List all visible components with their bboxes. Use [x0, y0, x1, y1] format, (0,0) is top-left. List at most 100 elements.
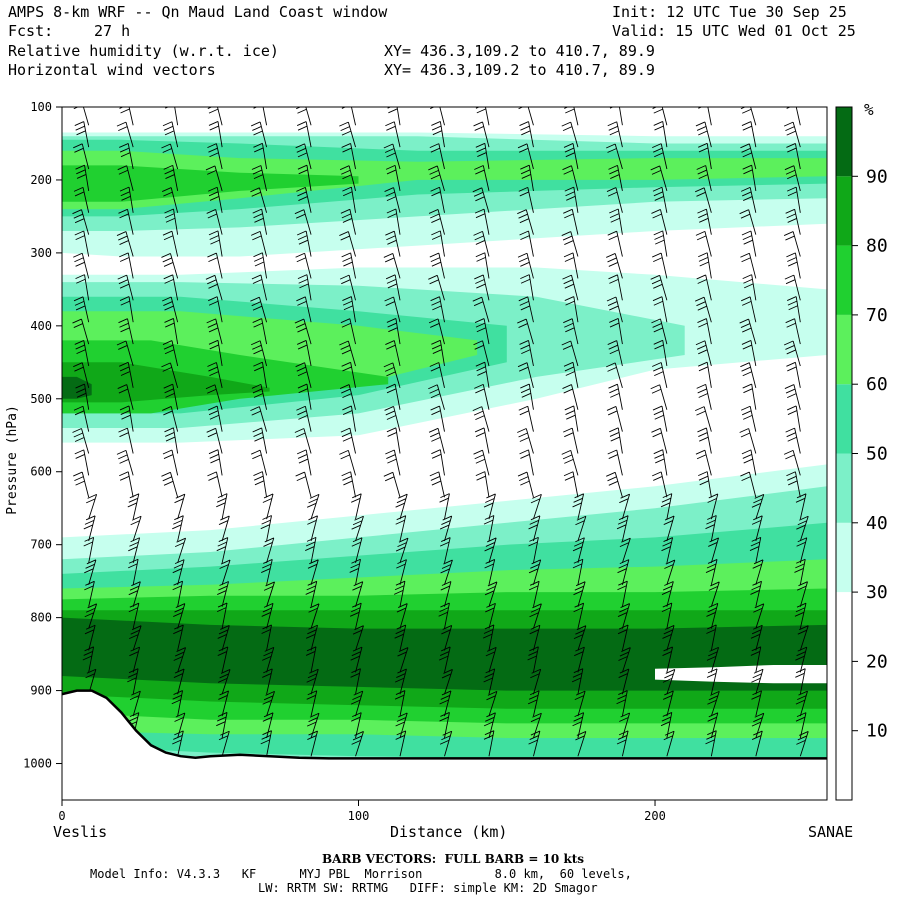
wind-barb — [485, 646, 497, 673]
wind-barb — [385, 164, 401, 191]
wind-barb — [385, 121, 401, 148]
wind-barb — [786, 405, 801, 432]
wind-barb — [296, 340, 312, 367]
wind-barb — [74, 449, 90, 476]
colorbar-swatch — [836, 107, 852, 177]
wind-barb — [164, 427, 179, 454]
wind-barb — [395, 493, 408, 520]
wind-barb — [119, 107, 134, 126]
wind-barb — [575, 515, 587, 542]
terrain — [62, 689, 827, 800]
wind-barb — [294, 209, 312, 235]
wind-barb — [741, 230, 757, 257]
wind-barb — [127, 493, 140, 520]
wind-barb — [662, 669, 676, 695]
wind-barb — [352, 625, 364, 651]
rh-band-10 — [62, 362, 270, 403]
wind-barb — [306, 712, 320, 739]
wind-barb — [786, 361, 801, 388]
wind-barb — [694, 406, 712, 432]
wind-barb — [573, 581, 586, 607]
wind-barb — [162, 406, 179, 432]
wind-barb — [394, 690, 406, 717]
wind-barb — [474, 208, 490, 235]
wind-barb — [750, 580, 762, 607]
wind-barb — [207, 252, 223, 279]
wind-barb — [652, 471, 668, 498]
wind-barb — [784, 384, 801, 410]
wind-barb — [561, 340, 579, 367]
wind-barb — [117, 165, 134, 192]
wind-barb — [172, 515, 184, 542]
wind-barb — [119, 252, 134, 279]
wind-barb — [528, 730, 541, 757]
wind-barb — [128, 602, 140, 629]
wind-barb — [261, 602, 274, 629]
wind-barb — [797, 581, 808, 607]
wind-barb — [439, 493, 450, 520]
wind-barb — [607, 121, 623, 148]
wind-barb — [698, 361, 712, 388]
wind-barb — [73, 107, 90, 126]
wind-barb — [83, 536, 95, 564]
wind-barb — [262, 668, 273, 695]
wind-barb — [397, 647, 409, 673]
wind-barb — [296, 405, 312, 432]
wind-barb — [262, 646, 275, 673]
wind-barb — [73, 405, 90, 432]
wind-barb — [349, 602, 362, 629]
wind-barb — [165, 107, 179, 126]
wind-barb — [652, 362, 668, 388]
wind-barb — [795, 712, 807, 739]
wind-barb — [695, 230, 712, 257]
wind-barb — [341, 107, 356, 126]
x-tick-label: 0 — [58, 809, 65, 823]
wind-barb — [116, 121, 134, 148]
wind-barb — [695, 340, 712, 367]
colorbar-label: 70 — [866, 305, 888, 326]
wind-barb — [527, 690, 540, 717]
colorbar-label: 30 — [866, 582, 888, 603]
wind-barb — [472, 406, 490, 432]
wind-barb — [619, 493, 631, 520]
y-tick-label: 800 — [30, 611, 52, 625]
wind-barb — [662, 646, 673, 673]
wind-barb — [75, 164, 90, 191]
wind-barb — [253, 252, 268, 279]
wind-barb — [127, 668, 139, 695]
wind-barb — [173, 668, 185, 695]
wind-barb — [163, 274, 179, 301]
colorbar-swatch — [836, 661, 852, 731]
wind-barb — [86, 493, 98, 520]
wind-barb — [262, 712, 274, 739]
wind-barb — [572, 712, 585, 739]
wind-barb — [339, 384, 356, 410]
wind-barb — [786, 107, 801, 126]
wind-barb — [252, 318, 268, 345]
wind-barbs — [72, 107, 809, 757]
wind-barb — [161, 143, 179, 170]
wind-barb — [396, 603, 408, 629]
wind-barb — [742, 164, 757, 191]
wind-barb — [174, 712, 186, 739]
fcst-value: 27 h — [94, 22, 131, 40]
field-name-2: Horizontal wind vectors — [8, 61, 216, 79]
colorbar-swatch — [836, 453, 852, 523]
wind-barb — [73, 471, 90, 498]
rh-band-4 — [62, 165, 359, 202]
wind-barb — [295, 143, 312, 170]
wind-barb — [517, 318, 534, 345]
wind-barb — [474, 165, 490, 191]
wind-barb — [72, 209, 90, 235]
init-time: Init: 12 UTC Tue 30 Sep 25 — [612, 3, 847, 21]
xy-range-1: XY= 436.3,109.2 to 410.7, 89.9 — [384, 42, 655, 60]
wind-barb — [441, 669, 453, 695]
wind-barb — [384, 406, 401, 432]
wind-barb — [385, 230, 401, 257]
wind-barb — [705, 559, 718, 585]
wind-barb — [394, 624, 407, 651]
wind-barb — [563, 427, 579, 454]
wind-barb — [616, 515, 629, 542]
wind-barb — [796, 537, 808, 564]
wind-barb — [428, 384, 445, 410]
